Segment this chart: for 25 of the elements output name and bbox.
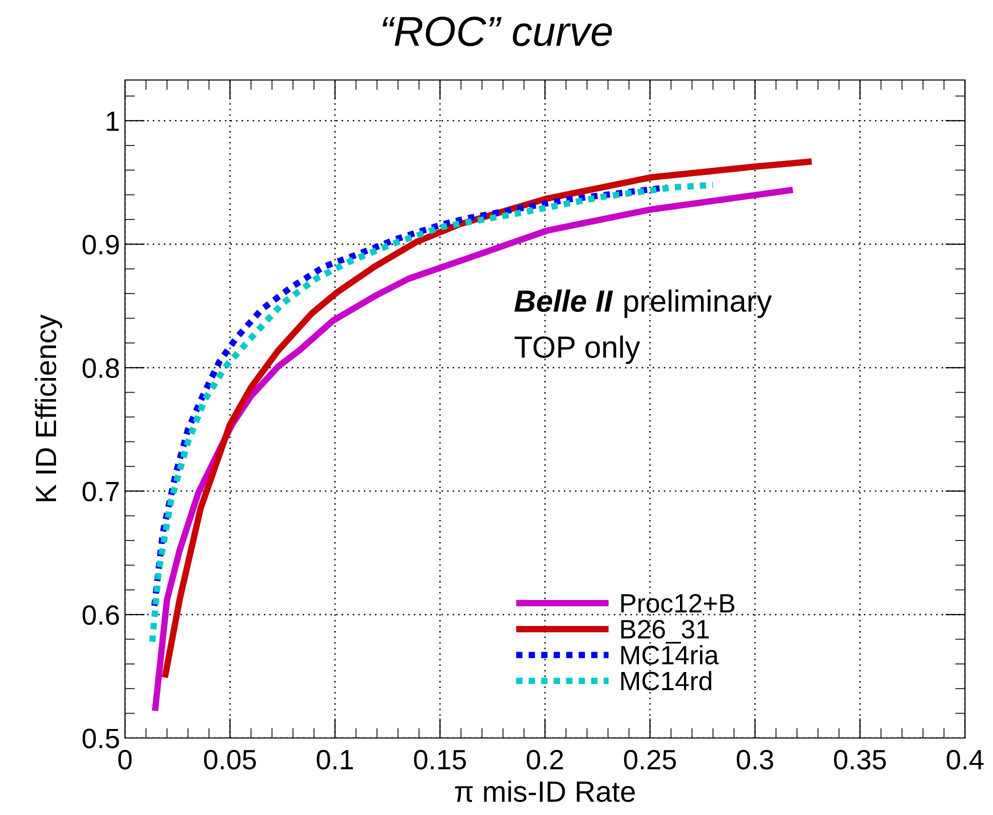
annotation: preliminary: [624, 289, 772, 318]
annotation: TOP only: [514, 336, 640, 364]
y-tick-label: 1: [106, 112, 119, 131]
legend-label: B26_31: [621, 620, 709, 644]
x-tick-label: 0.35: [834, 750, 886, 770]
x-tick-label: 0.3: [736, 750, 774, 770]
legend-label: MC14rd: [621, 671, 712, 690]
x-tick-label: 0.2: [526, 750, 563, 770]
y-tick-label: 0.5: [82, 728, 119, 748]
legend-label: Proc12+B: [621, 594, 734, 613]
y-tick-label: 0.6: [82, 605, 119, 625]
y-tick-label: 0.7: [82, 482, 119, 502]
annotation: Belle II: [514, 289, 613, 312]
x-axis-title: π mis-ID Rate: [455, 780, 635, 802]
y-tick-label: 0.8: [82, 358, 119, 378]
x-tick-label: 0.4: [946, 750, 984, 770]
legend-label: MC14ria: [621, 645, 719, 664]
y-tick-label: 0.9: [82, 234, 119, 255]
x-tick-label: 0.1: [316, 750, 353, 770]
x-tick-label: 0.05: [204, 750, 256, 770]
x-tick-label: 0.15: [414, 750, 466, 770]
chart-title: “ROC” curve: [382, 16, 612, 46]
x-tick-label: 0.25: [624, 750, 676, 770]
y-axis-title: K ID Efficiency: [34, 314, 62, 502]
x-tick-label: 0: [118, 750, 132, 770]
